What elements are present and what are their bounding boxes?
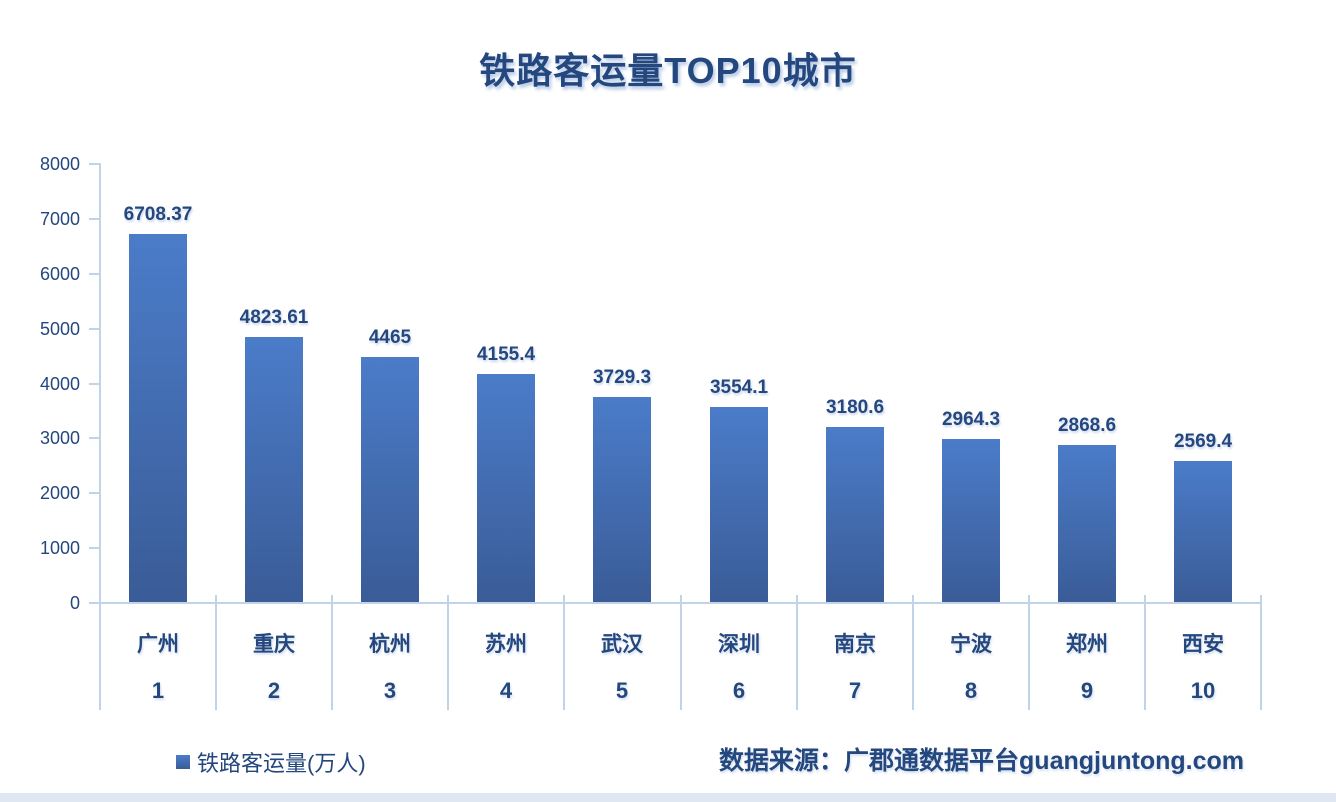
y-axis-tick-label: 7000 bbox=[39, 209, 80, 229]
bar bbox=[593, 397, 651, 602]
x-axis-rank-label: 1 bbox=[151, 678, 165, 703]
data-source-text: 数据来源：广郡通数据平台guangjuntong.com bbox=[719, 747, 1244, 775]
x-axis-city-label: 南京 bbox=[834, 633, 876, 656]
bar-value-label: 2964.3 bbox=[941, 409, 1001, 430]
y-axis-tick bbox=[89, 328, 99, 330]
x-axis-city-label: 深圳 bbox=[718, 633, 760, 656]
x-axis-rank-label: 6 bbox=[732, 678, 746, 703]
x-axis-rank-label: 4 bbox=[499, 678, 513, 703]
legend-label: 铁路客运量(万人) bbox=[197, 751, 366, 776]
bar bbox=[361, 357, 419, 602]
y-axis-tick bbox=[89, 602, 99, 604]
category-separator bbox=[215, 595, 217, 710]
x-axis-city-label: 宁波 bbox=[950, 633, 992, 656]
bar bbox=[477, 374, 535, 602]
x-axis-rank-label: 10 bbox=[1190, 678, 1216, 703]
bar bbox=[1174, 461, 1232, 602]
category-separator bbox=[912, 595, 914, 710]
page-title: 铁路客运量TOP10城市 bbox=[479, 50, 857, 91]
y-axis-line bbox=[99, 163, 101, 710]
category-separator bbox=[447, 595, 449, 710]
y-axis-tick bbox=[89, 273, 99, 275]
x-axis-rank-label: 3 bbox=[383, 678, 397, 703]
x-axis-city-label: 武汉 bbox=[601, 633, 643, 656]
x-axis-city-label: 西安 bbox=[1182, 633, 1224, 656]
category-separator bbox=[796, 595, 798, 710]
category-separator bbox=[1144, 595, 1146, 710]
y-axis-tick bbox=[89, 218, 99, 220]
bar-value-label: 4155.4 bbox=[476, 344, 536, 365]
x-axis-rank-label: 7 bbox=[848, 678, 862, 703]
category-separator bbox=[331, 595, 333, 710]
category-separator bbox=[563, 595, 565, 710]
y-axis-tick-label: 4000 bbox=[39, 374, 80, 394]
bar bbox=[129, 234, 187, 602]
bar-value-label: 3554.1 bbox=[709, 377, 769, 398]
y-axis-tick-label: 5000 bbox=[39, 319, 80, 339]
x-axis-rank-label: 5 bbox=[615, 678, 629, 703]
bar-value-label: 3180.6 bbox=[825, 397, 885, 418]
bar-value-label: 4465 bbox=[368, 327, 412, 348]
x-axis-rank-label: 8 bbox=[964, 678, 978, 703]
x-axis-city-label: 杭州 bbox=[369, 633, 411, 656]
bar-value-label: 3729.3 bbox=[592, 367, 652, 388]
bar-value-label: 6708.37 bbox=[123, 204, 193, 225]
bar-value-label: 2569.4 bbox=[1173, 431, 1233, 452]
x-axis-rank-label: 2 bbox=[267, 678, 281, 703]
bar-value-label: 2868.6 bbox=[1057, 415, 1117, 436]
x-axis-city-label: 郑州 bbox=[1066, 633, 1108, 656]
category-separator bbox=[680, 595, 682, 710]
category-separator bbox=[1028, 595, 1030, 710]
bar bbox=[942, 439, 1000, 602]
y-axis-tick-label: 2000 bbox=[39, 483, 80, 503]
x-axis-city-label: 苏州 bbox=[485, 633, 527, 656]
y-axis-tick-label: 0 bbox=[69, 593, 80, 613]
bar bbox=[245, 337, 303, 602]
y-axis-tick-label: 8000 bbox=[39, 154, 80, 174]
y-axis-tick-label: 6000 bbox=[39, 264, 80, 284]
legend-swatch-icon bbox=[176, 755, 190, 769]
bottom-strip bbox=[0, 793, 1336, 802]
bar bbox=[826, 427, 884, 602]
y-axis-tick bbox=[89, 163, 99, 165]
y-axis-tick bbox=[89, 547, 99, 549]
bar bbox=[1058, 445, 1116, 602]
y-axis-tick bbox=[89, 492, 99, 494]
x-axis-rank-label: 9 bbox=[1080, 678, 1094, 703]
chart-legend: 铁路客运量(万人) bbox=[176, 746, 366, 778]
y-axis-tick-label: 1000 bbox=[39, 538, 80, 558]
x-axis-city-label: 广州 bbox=[137, 633, 179, 656]
bar bbox=[710, 407, 768, 602]
x-axis-city-label: 重庆 bbox=[253, 633, 295, 656]
bar-value-label: 4823.61 bbox=[239, 307, 309, 328]
y-axis-tick bbox=[89, 383, 99, 385]
y-axis-tick-label: 3000 bbox=[39, 428, 80, 448]
y-axis-tick bbox=[89, 437, 99, 439]
category-separator bbox=[1260, 595, 1262, 710]
